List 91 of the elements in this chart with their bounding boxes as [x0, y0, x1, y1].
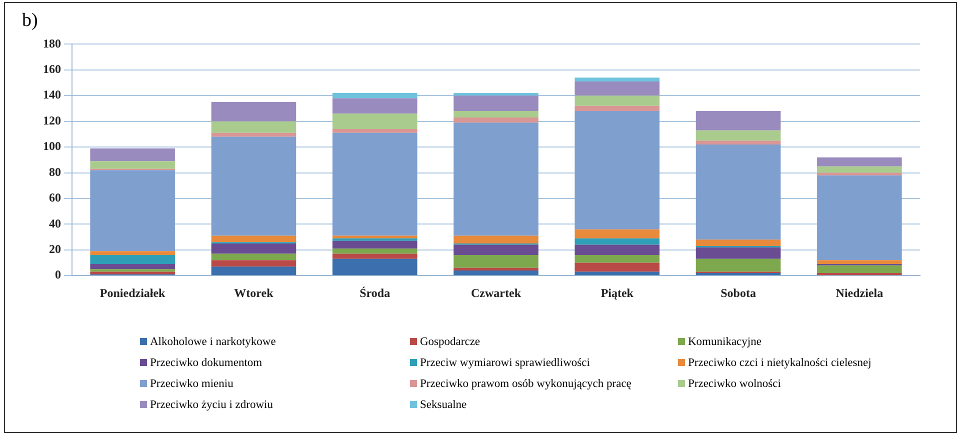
bar — [454, 96, 538, 112]
legend-label: Przeciwko mieniu — [149, 378, 234, 390]
legend-label: Przeciwko wolności — [687, 378, 782, 390]
bar — [817, 157, 902, 166]
bar — [574, 78, 660, 82]
bar — [211, 236, 296, 242]
bar — [574, 272, 660, 276]
y-tick-label: 40 — [49, 216, 61, 230]
y-tick-label: 140 — [43, 88, 61, 102]
bar — [817, 172, 902, 176]
bar — [211, 243, 296, 254]
legend-label: Seksualne — [419, 399, 468, 411]
bar — [817, 166, 902, 173]
bar — [817, 175, 902, 260]
bar — [211, 254, 296, 260]
bar — [90, 161, 175, 169]
bar — [90, 255, 175, 264]
y-tick-label: 60 — [49, 190, 61, 205]
bar — [90, 148, 175, 162]
y-tick-label: 160 — [43, 62, 61, 76]
bar — [332, 98, 418, 114]
y-tick-label: 20 — [49, 242, 61, 256]
bar — [696, 111, 781, 130]
bar — [454, 255, 538, 268]
y-tick-label: 180 — [43, 36, 61, 50]
legend-label: Przeciwko czci i nietykalności cielesnej — [687, 357, 872, 369]
bar — [211, 121, 296, 133]
x-tick-label: Poniedziałek — [100, 286, 166, 300]
bar — [332, 93, 418, 98]
bar — [332, 129, 418, 133]
bar — [454, 236, 538, 244]
legend-label: Przeciwko dokumentom — [149, 357, 264, 369]
bar — [454, 117, 538, 123]
x-tick-label: Piątek — [600, 286, 634, 300]
bar — [90, 272, 175, 274]
bar — [696, 140, 781, 144]
bar — [696, 240, 781, 246]
x-tick-label: Czwartek — [471, 286, 522, 300]
bar — [574, 96, 660, 106]
x-tick-label: Wtorek — [234, 286, 274, 300]
bar — [454, 111, 538, 118]
chart-title: b) — [22, 10, 38, 32]
bar — [574, 255, 660, 263]
bar — [817, 265, 902, 274]
bar — [454, 270, 538, 276]
bar — [90, 170, 175, 252]
bar — [574, 229, 660, 238]
bar — [696, 144, 781, 240]
bar — [90, 264, 175, 270]
bar — [211, 136, 296, 236]
bar — [90, 269, 175, 272]
y-tick-label: 80 — [49, 164, 61, 179]
x-tick-label: Środa — [360, 286, 390, 300]
bar — [211, 266, 296, 276]
bar — [454, 244, 538, 256]
bar — [454, 268, 538, 270]
y-tick-label: 100 — [43, 139, 61, 154]
bar — [211, 132, 296, 137]
bar — [332, 240, 418, 249]
legend-label: Przeciwko życiu i zdrowiu — [149, 399, 274, 411]
bar — [574, 111, 660, 230]
x-tick-label: Niedziela — [836, 286, 884, 300]
bar — [332, 248, 418, 254]
y-tick-label: 0 — [55, 268, 61, 282]
bar — [211, 260, 296, 267]
bar — [696, 258, 781, 272]
bar — [696, 130, 781, 141]
x-tick-label: Sobota — [720, 286, 756, 300]
bar — [574, 238, 660, 245]
legend-label: Komunikacyjne — [687, 336, 762, 348]
legend-label: Gospodarcze — [419, 336, 482, 348]
bar — [332, 114, 418, 130]
legend-label: Przeciw wymiarowi sprawiedliwości — [419, 357, 591, 369]
bar — [90, 251, 175, 256]
bar — [574, 81, 660, 96]
bar — [696, 247, 781, 259]
bar — [574, 106, 660, 112]
bar — [211, 102, 296, 122]
bar — [574, 244, 660, 256]
legend-label: Przeciwko prawom osób wykonujących pracę — [419, 378, 632, 390]
bar — [332, 254, 418, 259]
bar — [454, 122, 538, 236]
bar — [332, 236, 418, 238]
legend-label: Alkoholowe i narkotykowe — [149, 336, 277, 348]
bar — [817, 260, 902, 264]
bar — [332, 258, 418, 276]
y-tick-label: 120 — [43, 113, 61, 128]
bar — [574, 262, 660, 272]
bar — [332, 132, 418, 236]
bar — [454, 93, 538, 96]
bar — [332, 238, 418, 241]
